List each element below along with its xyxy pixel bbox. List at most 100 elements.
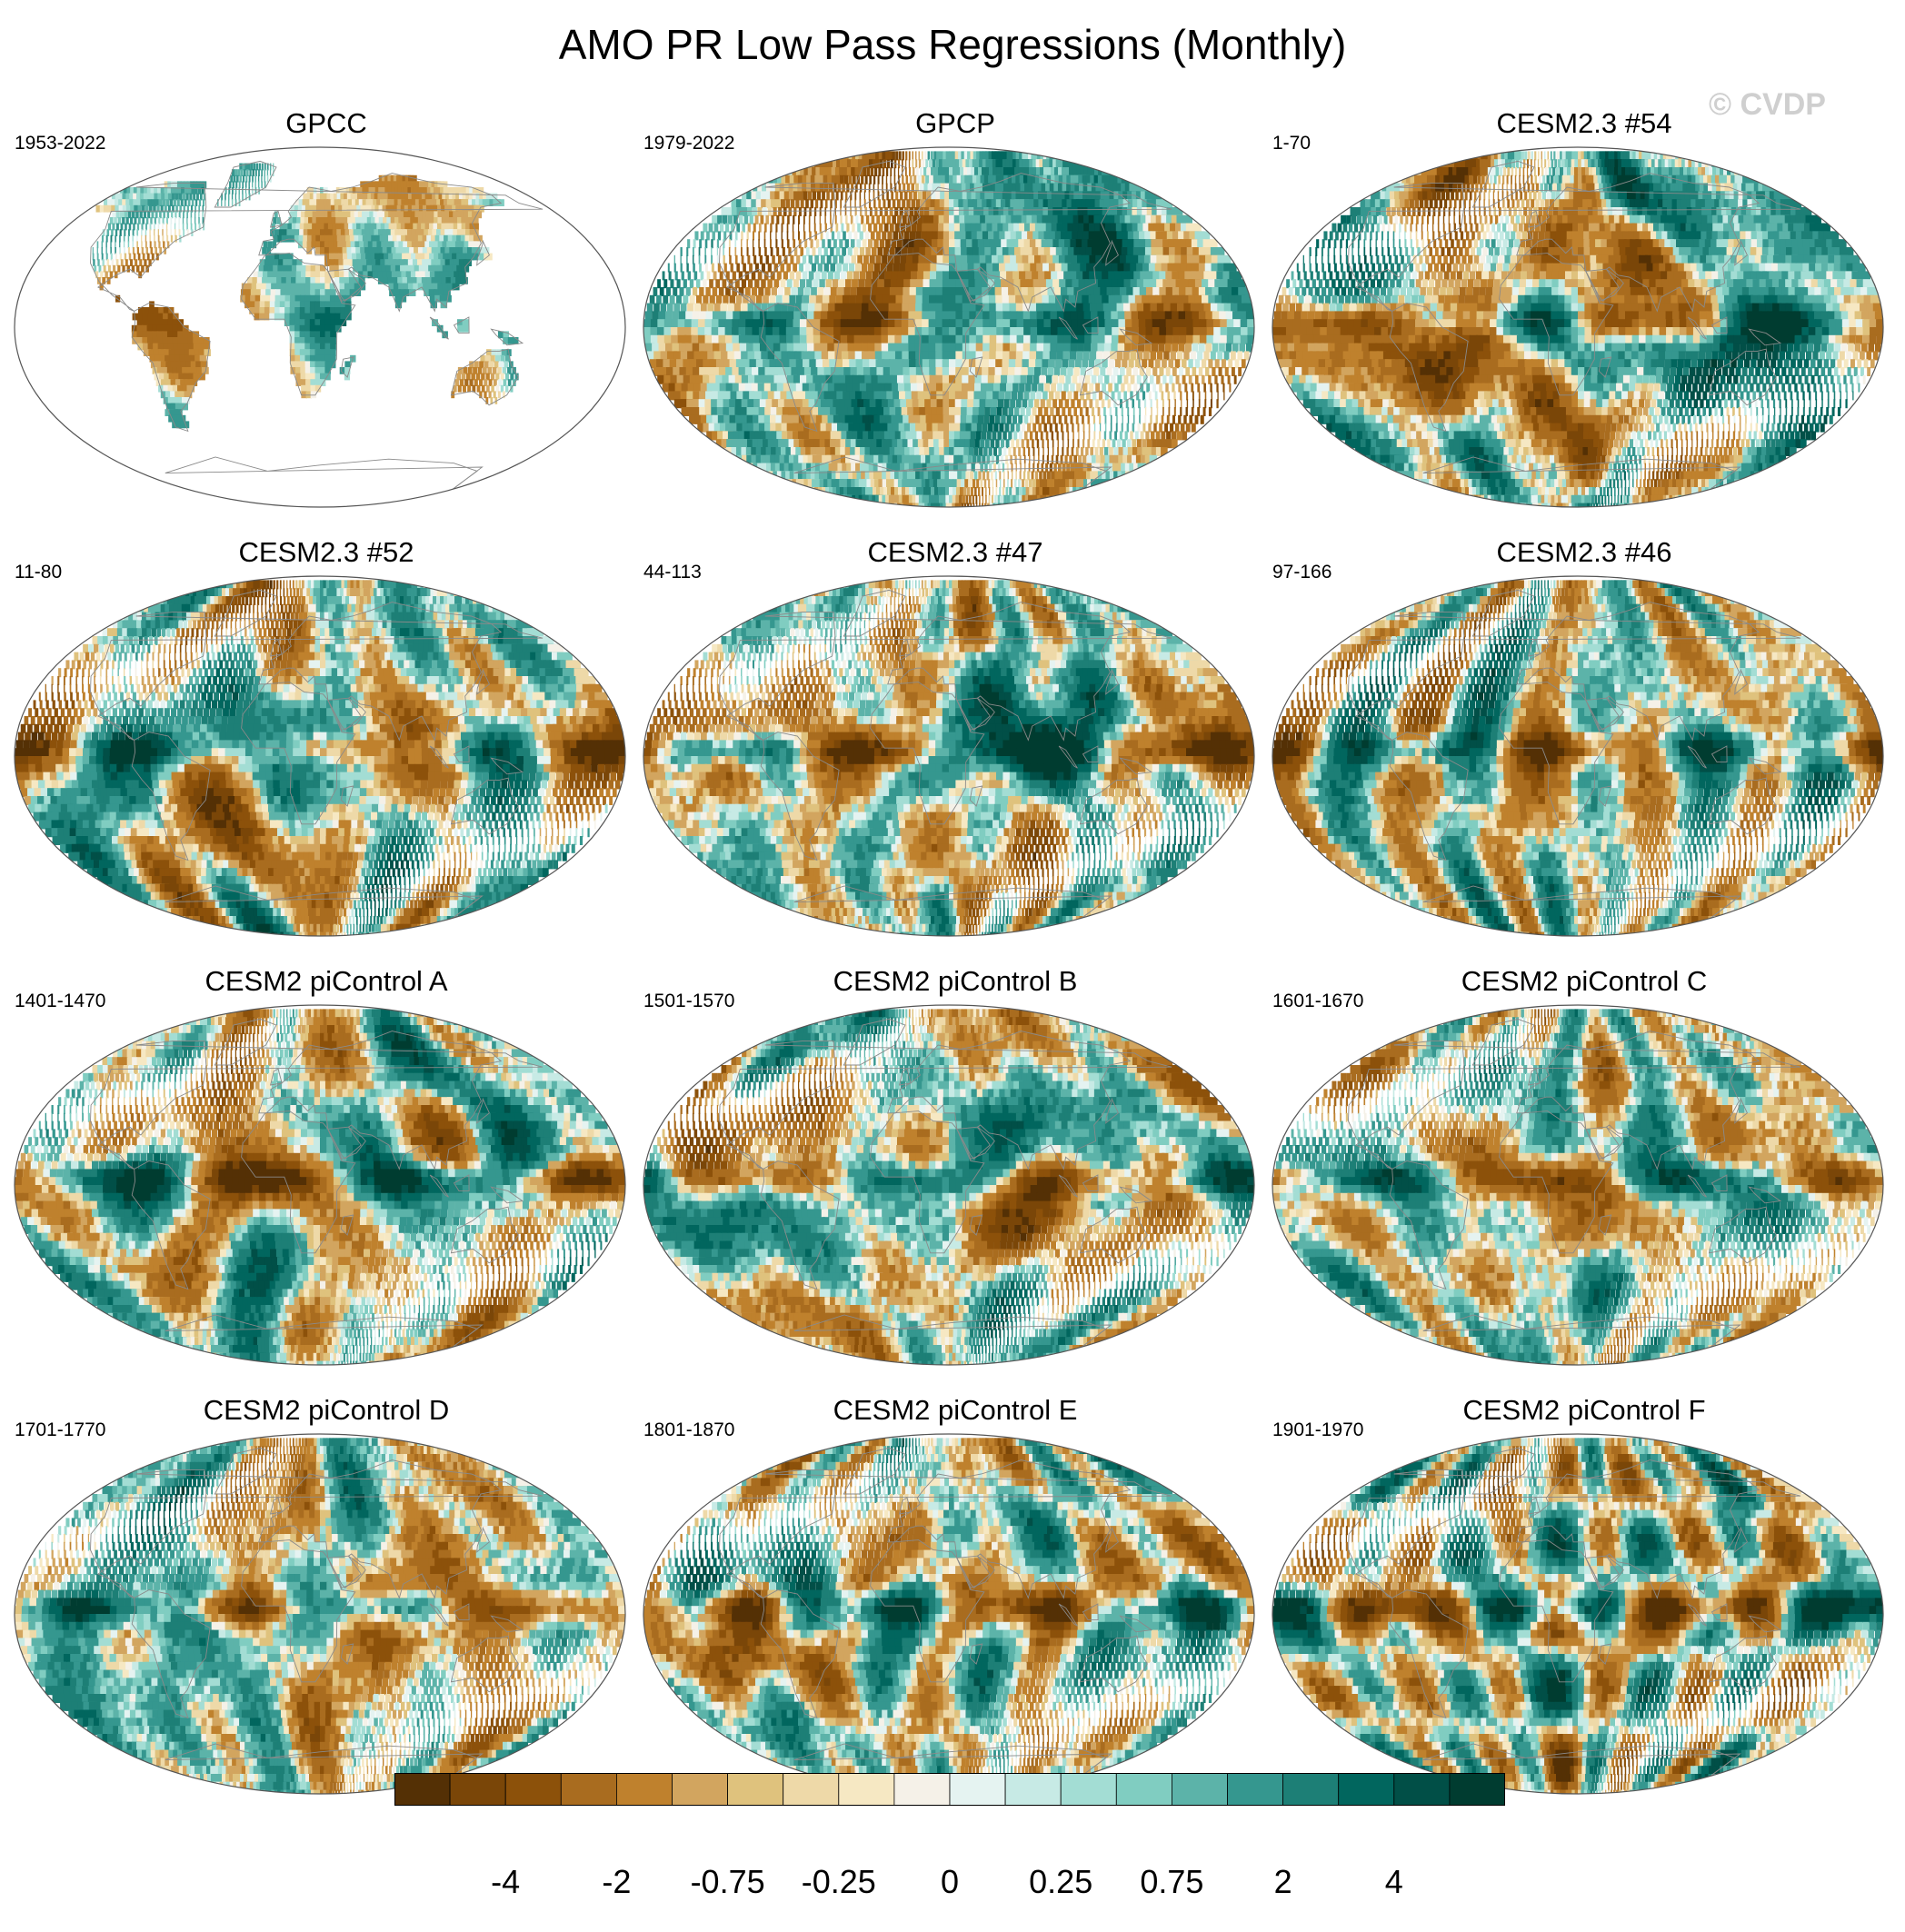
field-cells xyxy=(15,580,625,936)
colorbar xyxy=(394,1773,1505,1806)
colorbar-swatch xyxy=(1282,1773,1340,1806)
colorbar-swatch xyxy=(449,1773,506,1806)
panel-title: CESM2 piControl D xyxy=(13,1394,640,1427)
panel-title: CESM2.3 #47 xyxy=(642,536,1269,569)
regression-map xyxy=(643,146,1255,508)
colorbar-swatch xyxy=(504,1773,562,1806)
map-border xyxy=(1272,146,1884,508)
panel-year-range: 11-80 xyxy=(15,562,62,583)
colorbar-labels: -4 -2 -0.75 -0.25 0 0.25 0.75 2 4 xyxy=(394,1863,1505,1904)
map-panel: GPCC 1953-2022 xyxy=(13,107,640,525)
regression-map xyxy=(643,1004,1255,1366)
panel-title: CESM2 piControl B xyxy=(642,965,1269,998)
colorbar-swatch xyxy=(1227,1773,1283,1806)
coastlines xyxy=(719,589,1172,932)
regression-map xyxy=(1272,1004,1884,1366)
colorbar-tick-label: -2 xyxy=(602,1863,631,1901)
coastlines xyxy=(90,160,544,503)
colorbar-swatch xyxy=(615,1773,673,1806)
coastlines xyxy=(1348,1018,1801,1361)
coastlines xyxy=(719,160,1172,503)
map-panel: CESM2 piControl C 1601-1670 xyxy=(1271,965,1898,1383)
coastlines xyxy=(719,1018,1172,1361)
coastlines xyxy=(90,1447,544,1790)
regression-map xyxy=(1272,146,1884,508)
map-border xyxy=(1272,1433,1884,1795)
field-cells xyxy=(643,1009,1254,1365)
coastlines xyxy=(1348,589,1801,932)
regression-map xyxy=(14,1433,626,1795)
panel-title: CESM2 piControl A xyxy=(13,965,640,998)
colorbar-swatch xyxy=(1060,1773,1117,1806)
field-cells xyxy=(1272,580,1883,936)
panel-year-range: 1701-1770 xyxy=(15,1419,105,1441)
cvdp-watermark: © CVDP xyxy=(1709,87,1826,123)
colorbar-swatch xyxy=(1115,1773,1172,1806)
map-panel: CESM2 piControl E 1801-1870 xyxy=(642,1394,1269,1812)
panel-title: CESM2.3 #52 xyxy=(13,536,640,569)
panel-year-range: 1601-1670 xyxy=(1272,991,1363,1012)
regression-map xyxy=(643,1433,1255,1795)
field-cells xyxy=(92,163,519,429)
colorbar-swatch xyxy=(727,1773,784,1806)
colorbar-swatch xyxy=(783,1773,840,1806)
panel-year-range: 1401-1470 xyxy=(15,991,105,1012)
regression-map xyxy=(14,575,626,937)
colorbar-swatch xyxy=(1449,1773,1505,1806)
map-border xyxy=(643,146,1255,508)
coastlines xyxy=(1348,160,1801,503)
colorbar-swatch xyxy=(1172,1773,1228,1806)
regression-map xyxy=(1272,1433,1884,1795)
colorbar-tick-label: -0.25 xyxy=(802,1863,876,1901)
panel-year-range: 1801-1870 xyxy=(643,1419,734,1441)
field-cells xyxy=(1272,151,1883,507)
colorbar-tick-label: -4 xyxy=(491,1863,520,1901)
panel-year-range: 97-166 xyxy=(1272,562,1332,583)
colorbar-swatch xyxy=(838,1773,895,1806)
map-panel: CESM2 piControl A 1401-1470 xyxy=(13,965,640,1383)
colorbar-swatch xyxy=(394,1773,451,1806)
colorbar-tick-label: 0 xyxy=(941,1863,959,1901)
map-panel: CESM2 piControl F 1901-1970 xyxy=(1271,1394,1898,1812)
map-panel: CESM2.3 #47 44-113 xyxy=(642,536,1269,954)
colorbar-tick-label: 2 xyxy=(1274,1863,1292,1901)
colorbar-swatch xyxy=(560,1773,617,1806)
colorbar-tick-label: 4 xyxy=(1385,1863,1403,1901)
panel-title: CESM2 piControl E xyxy=(642,1394,1269,1427)
panel-year-range: 44-113 xyxy=(643,562,702,583)
map-panel: CESM2 piControl D 1701-1770 xyxy=(13,1394,640,1812)
regression-map xyxy=(14,146,626,508)
coastlines xyxy=(90,589,544,932)
colorbar-swatch xyxy=(893,1773,951,1806)
panel-title: GPCP xyxy=(642,107,1269,140)
coastlines xyxy=(1348,1447,1801,1790)
coastlines xyxy=(90,1018,544,1361)
map-panel: CESM2.3 #46 97-166 xyxy=(1271,536,1898,954)
map-border xyxy=(14,1004,626,1366)
map-border xyxy=(1272,1004,1884,1366)
panel-title: CESM2.3 #54 xyxy=(1271,107,1898,140)
panel-year-range: 1901-1970 xyxy=(1272,1419,1363,1441)
map-border xyxy=(14,146,626,508)
map-panel: CESM2 piControl B 1501-1570 xyxy=(642,965,1269,1383)
field-cells xyxy=(643,1438,1254,1794)
panel-year-range: 1-70 xyxy=(1272,133,1311,154)
field-cells xyxy=(1272,1009,1883,1365)
colorbar-tick-label: 0.25 xyxy=(1029,1863,1092,1901)
map-panel: CESM2.3 #54 1-70 xyxy=(1271,107,1898,525)
field-cells xyxy=(643,151,1254,507)
panel-title: GPCC xyxy=(13,107,640,140)
panel-title: CESM2 piControl C xyxy=(1271,965,1898,998)
map-border xyxy=(14,1433,626,1795)
map-border xyxy=(1272,575,1884,937)
colorbar-tick-label: -0.75 xyxy=(691,1863,765,1901)
map-panel: CESM2.3 #52 11-80 xyxy=(13,536,640,954)
colorbar-swatch xyxy=(949,1773,1006,1806)
field-cells xyxy=(15,1009,625,1365)
panel-title: CESM2 piControl F xyxy=(1271,1394,1898,1427)
colorbar-swatch xyxy=(672,1773,728,1806)
panel-year-range: 1953-2022 xyxy=(15,133,105,154)
map-border xyxy=(643,575,1255,937)
panel-year-range: 1979-2022 xyxy=(643,133,734,154)
map-border xyxy=(14,575,626,937)
